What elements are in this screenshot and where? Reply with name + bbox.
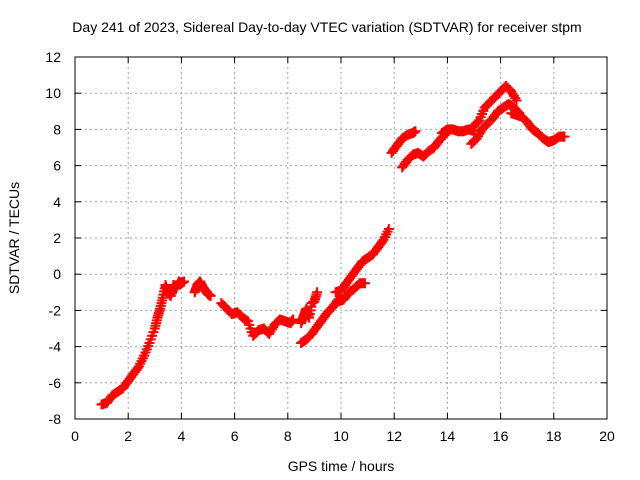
y-tick-label: 6 bbox=[53, 158, 61, 174]
x-tick-label: 0 bbox=[71, 428, 79, 444]
data-point-marker bbox=[359, 278, 370, 289]
grid-layer bbox=[75, 57, 607, 419]
series-arc7 bbox=[330, 223, 394, 298]
series-arc3 bbox=[216, 298, 299, 341]
series-arc8 bbox=[386, 126, 421, 158]
data-point-marker bbox=[179, 276, 190, 287]
x-tick-label: 6 bbox=[231, 428, 239, 444]
y-tick-label: 4 bbox=[53, 194, 61, 210]
y-tick-label: 0 bbox=[53, 266, 61, 282]
y-axis-label: SDTVAR / TECUs bbox=[6, 182, 22, 294]
x-axis-label: GPS time / hours bbox=[288, 458, 395, 474]
x-tick-label: 4 bbox=[178, 428, 186, 444]
y-tick-label: 10 bbox=[45, 85, 61, 101]
x-tick-label: 14 bbox=[440, 428, 456, 444]
tick-layer: 0 2 4 6 8 10 12 14 16 18 20 -8 -6 -4 -2 0 2 4 6 8 10 12 bbox=[45, 49, 615, 444]
series-arc2 bbox=[189, 276, 216, 301]
y-tick-label: -6 bbox=[49, 375, 62, 391]
series-arc13 bbox=[506, 108, 570, 148]
y-tick-label: 2 bbox=[53, 230, 61, 246]
data-point-marker bbox=[205, 290, 216, 301]
x-tick-label: 12 bbox=[386, 428, 402, 444]
x-tick-label: 10 bbox=[333, 428, 349, 444]
chart-title: Day 241 of 2023, Sidereal Day-to-day VTE… bbox=[72, 19, 581, 35]
data-point-marker bbox=[511, 95, 522, 106]
x-tick-label: 2 bbox=[124, 428, 132, 444]
plot-frame bbox=[74, 56, 608, 420]
series-arc1 bbox=[96, 276, 190, 410]
y-tick-label: -2 bbox=[49, 302, 62, 318]
data-point-marker bbox=[559, 131, 570, 142]
y-tick-label: -4 bbox=[49, 339, 62, 355]
series-arc4 bbox=[296, 287, 323, 329]
y-tick-label: 12 bbox=[45, 49, 61, 65]
x-tick-label: 8 bbox=[284, 428, 292, 444]
data-point-marker bbox=[410, 126, 421, 137]
y-tick-label: 8 bbox=[53, 121, 61, 137]
series-arc10 bbox=[437, 124, 479, 139]
series-arc11 bbox=[466, 99, 525, 149]
y-tick-label: -8 bbox=[49, 411, 62, 427]
series-arc6 bbox=[333, 278, 370, 307]
x-tick-label: 18 bbox=[546, 428, 562, 444]
data-point-marker bbox=[288, 314, 299, 325]
marker-layer bbox=[96, 80, 570, 410]
x-tick-label: 20 bbox=[599, 428, 615, 444]
series-arc9 bbox=[397, 129, 450, 173]
data-point-marker bbox=[312, 287, 323, 298]
series-arc12 bbox=[469, 80, 522, 131]
data-point-marker bbox=[383, 223, 394, 234]
x-tick-label: 16 bbox=[493, 428, 509, 444]
